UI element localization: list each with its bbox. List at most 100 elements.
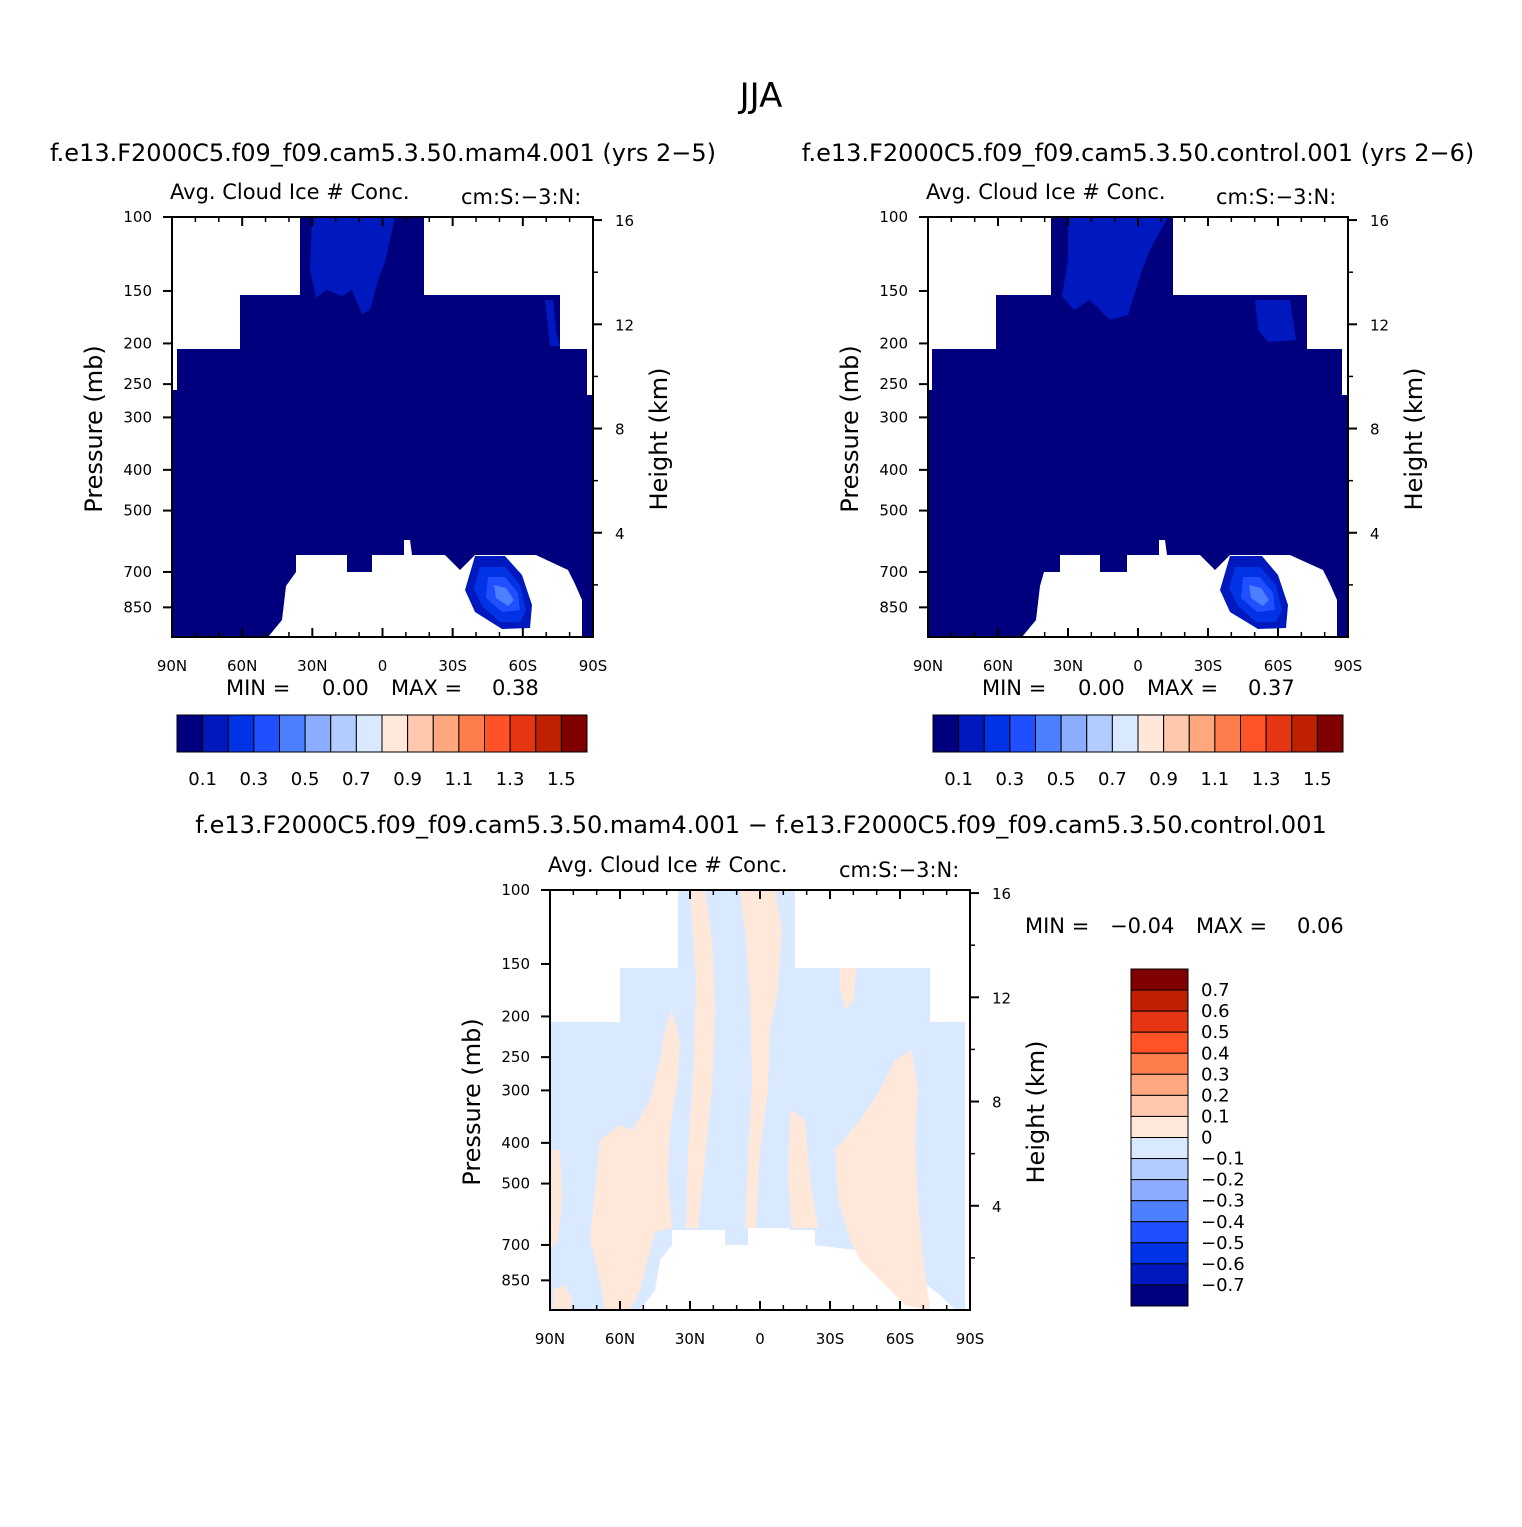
case-title-right: f.e13.F2000C5.f09_f09.cam5.3.50.control.… [802,139,1475,167]
colorbar-swatch [253,714,280,753]
x-tick-label: 0 [755,1330,765,1348]
colorbar-label: 1.3 [496,769,525,790]
y-tick-label: 700 [501,1236,530,1254]
height-tick-label: 12 [992,989,1011,1007]
y-tick-label: 850 [501,1271,530,1289]
y-tick-label: 500 [879,502,908,520]
panel-top-left: Avg. Cloud Ice # Conc. cm:S:−3:N: 90N 60N… [80,180,673,675]
variable-title: Avg. Cloud Ice # Conc. [548,853,788,877]
colorbar-label: 1.5 [1303,769,1332,790]
colorbar-swatch [1130,968,1189,991]
y-tick-label: 500 [123,502,152,520]
min-label: MIN = [982,676,1046,700]
contour-band-0.2b [545,300,560,346]
x-tick-label: 90N [157,657,187,675]
units-title: cm:S:−3:N: [839,858,959,882]
colorbar-label: 0.9 [393,769,422,790]
colorbar-label: −0.5 [1201,1233,1245,1254]
colorbar-swatch [1265,714,1293,753]
y-axis-title: Pressure (mb) [80,345,108,512]
x-tick-label: 60N [605,1330,635,1348]
colorbar-label: −0.1 [1201,1149,1245,1170]
max-label: MAX = [391,676,462,700]
units-title: cm:S:−3:N: [461,185,581,209]
y-tick-label: 300 [123,408,152,426]
colorbar-swatch [958,714,985,753]
height-tick-label: 16 [1370,212,1389,230]
y-tick-label: 700 [879,563,908,581]
min-label: MIN = [1025,914,1089,938]
colorbar-swatch [1291,714,1318,753]
y-tick-label: 250 [879,375,908,393]
colorbar-label: 0.3 [240,769,269,790]
colorbar-label: 0.3 [1201,1064,1230,1085]
colorbar-label: −0.6 [1201,1254,1245,1275]
colorbar-swatch [1130,1242,1189,1265]
colorbar-label: 1.1 [1201,769,1230,790]
colorbar-label: 0.7 [1098,769,1127,790]
x-tick-label: 30S [438,657,467,675]
x-tick-label: 90S [579,657,608,675]
contour-band-positive [550,1150,562,1250]
case-title-left: f.e13.F2000C5.f09_f09.cam5.3.50.mam4.001… [50,139,716,167]
colorbar-swatch [227,714,255,753]
y-tick-label: 400 [123,461,152,479]
y-tick-label: 700 [123,563,152,581]
colorbar-label: 1.1 [445,769,474,790]
y-tick-label: 200 [879,334,908,352]
contour-band-positive [590,1010,680,1310]
x-tick-label: 90N [913,657,943,675]
colorbar-swatch [1130,1221,1189,1244]
y-tick-label: 850 [879,598,908,616]
colorbar-label: 1.3 [1252,769,1281,790]
x-tick-label: 90S [956,1330,985,1348]
colorbar-swatch [355,714,383,753]
y-tick-label: 100 [501,881,530,899]
colorbar-swatch [1130,1031,1189,1054]
y-tick-label: 400 [501,1134,530,1152]
y-tick-label: 150 [879,282,908,300]
x-tick-label: 0 [378,657,388,675]
colorbar-swatch [932,714,960,753]
colorbar-swatch [1130,1200,1189,1223]
colorbar-label: 0.5 [1201,1022,1230,1043]
x-tick-label: 60N [227,657,257,675]
colorbar-swatch [1130,1052,1189,1075]
colorbar-swatch [1316,714,1344,753]
colorbar-swatch [1130,989,1189,1012]
colorbar-swatch [1111,714,1139,753]
contour-band-0.2 [310,217,395,314]
stats-top-left: MIN = 0.00 MAX = 0.38 [226,676,539,700]
y-axis-title-right: Height (km) [1400,368,1428,511]
height-tick-label: 4 [615,525,625,543]
max-value: 0.38 [492,676,539,700]
height-tick-label: 8 [992,1094,1002,1112]
colorbar-label: 0.5 [1047,769,1076,790]
contour-field [928,217,1348,637]
colorbar-swatch [1130,1094,1189,1117]
colorbar-swatch [432,714,460,753]
height-tick-label: 8 [1370,421,1380,439]
contour-band-positive [553,1285,572,1310]
y-tick-label: 400 [879,461,908,479]
colorbar-label: 0.9 [1149,769,1178,790]
y-axis-title: Pressure (mb) [458,1018,486,1185]
colorbar-swatch [1130,1263,1189,1286]
colorbar-label: 0.1 [1201,1106,1230,1127]
colorbar-top-right: 0.1 0.3 0.5 0.7 0.9 1.1 1.3 1.5 [932,714,1344,790]
colorbar-label: −0.7 [1201,1275,1245,1296]
y-axis-title: Pressure (mb) [836,345,864,512]
contour-field [172,217,593,637]
y-tick-label: 100 [123,208,152,226]
page-title: JJA [738,76,783,116]
contour-band-positive [788,1110,818,1228]
x-tick-label: 30N [675,1330,705,1348]
y-axis-title-right: Height (km) [1022,1041,1050,1184]
x-tick-label: 90S [1334,657,1363,675]
min-value: 0.00 [1078,676,1125,700]
x-tick-label: 60S [886,1330,915,1348]
x-tick-label: 60S [509,657,538,675]
colorbar-label: 0.2 [1201,1085,1230,1106]
